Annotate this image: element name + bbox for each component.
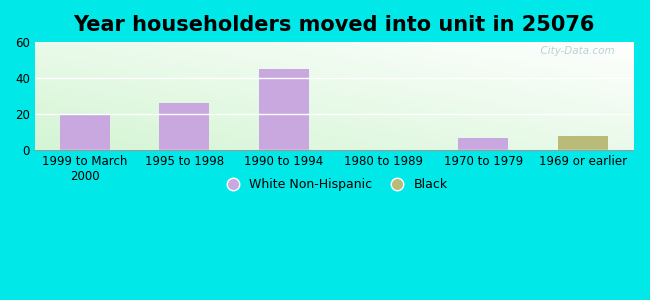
Title: Year householders moved into unit in 25076: Year householders moved into unit in 250… xyxy=(73,15,595,35)
Text: City-Data.com: City-Data.com xyxy=(534,46,615,56)
Bar xyxy=(60,114,109,150)
Bar xyxy=(259,69,309,150)
Bar xyxy=(458,138,508,150)
Legend: White Non-Hispanic, Black: White Non-Hispanic, Black xyxy=(215,173,452,196)
Bar xyxy=(159,103,209,150)
Bar xyxy=(558,136,608,150)
